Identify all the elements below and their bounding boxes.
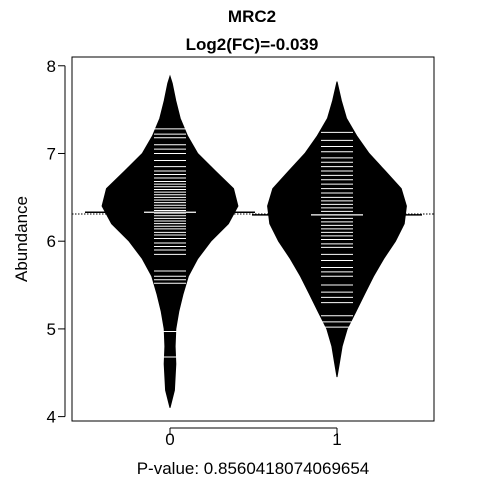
bean-group-1	[252, 81, 422, 378]
bean-group-0	[85, 74, 255, 408]
y-tick-label-8: 8	[47, 57, 56, 76]
bean-shape-0	[101, 74, 239, 408]
y-axis-label: Abundance	[12, 196, 31, 282]
x-tick-label-1: 1	[332, 430, 341, 449]
y-tick-label-6: 6	[47, 232, 56, 251]
chart-title: MRC2	[228, 7, 276, 26]
y-tick-label-4: 4	[47, 408, 56, 427]
x-tick-label-0: 0	[165, 430, 174, 449]
y-tick-label-7: 7	[47, 144, 56, 163]
y-tick-label-5: 5	[47, 320, 56, 339]
plot-area	[72, 74, 434, 408]
axes: 4 5 6 7 8 0 1	[47, 57, 342, 449]
plot-frame	[71, 56, 435, 422]
x-axis-label-pvalue: P-value: 0.8560418074069654	[137, 459, 370, 478]
chart-subtitle: Log2(FC)=-0.039	[186, 35, 319, 54]
